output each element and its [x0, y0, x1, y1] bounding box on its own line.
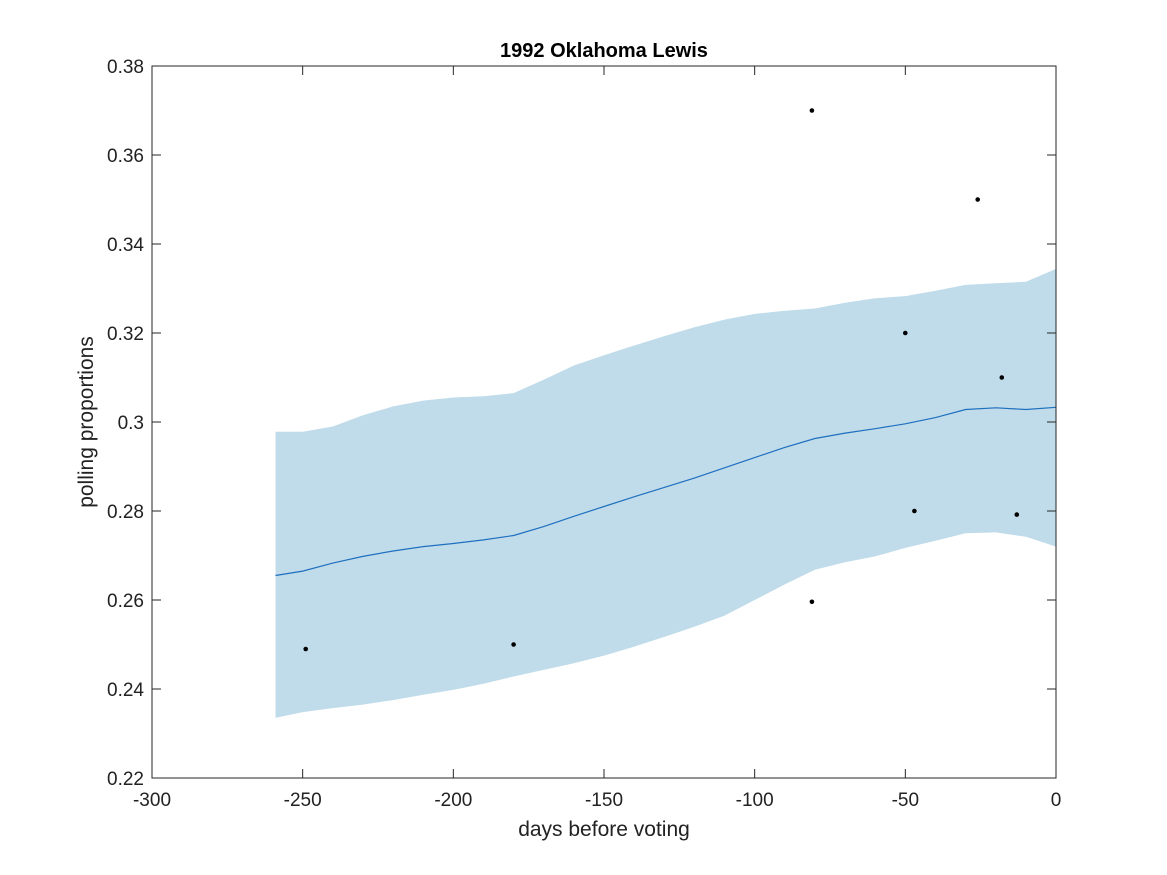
y-tick-label: 0.3 — [118, 413, 144, 434]
y-tick-label: 0.38 — [107, 57, 144, 78]
x-tick-label: -200 — [434, 790, 472, 811]
confidence-band-layer — [275, 268, 1056, 718]
y-tick-label: 0.36 — [107, 146, 144, 167]
y-tick-label: 0.26 — [107, 591, 144, 612]
trend-line-layer — [275, 406, 1057, 577]
trend-line — [275, 406, 1057, 577]
data-point — [1014, 512, 1020, 517]
data-point — [999, 375, 1005, 380]
x-tick-label: 0 — [1051, 790, 1062, 811]
y-tick-label: 0.24 — [107, 680, 144, 701]
y-tick-label: 0.34 — [107, 235, 144, 256]
data-point — [809, 599, 815, 605]
y-axis-label: polling proportions — [75, 336, 98, 508]
x-axis-label: days before voting — [518, 818, 690, 841]
y-tick-label: 0.28 — [107, 502, 144, 523]
data-point — [975, 197, 980, 202]
data-point — [912, 508, 917, 514]
x-tick-label: -250 — [284, 790, 322, 811]
data-point — [511, 642, 516, 647]
chart-title: 1992 Oklahoma Lewis — [500, 40, 708, 62]
confidence-band — [275, 268, 1056, 718]
x-tick-label: -150 — [585, 790, 623, 811]
data-point — [903, 330, 908, 336]
ticks-layer: -300 -250 -200 -150 -100 -50 0 0.22 0.24 0.26 0.28… — [107, 57, 1061, 811]
x-tick-label: -300 — [133, 790, 171, 811]
y-tick-label: 0.32 — [107, 324, 144, 345]
data-point — [809, 108, 815, 113]
data-points-layer — [303, 108, 1020, 652]
y-tick-label: 0.22 — [107, 769, 144, 790]
data-point — [303, 646, 309, 652]
x-tick-label: -100 — [736, 790, 774, 811]
x-tick-label: -50 — [892, 790, 919, 811]
